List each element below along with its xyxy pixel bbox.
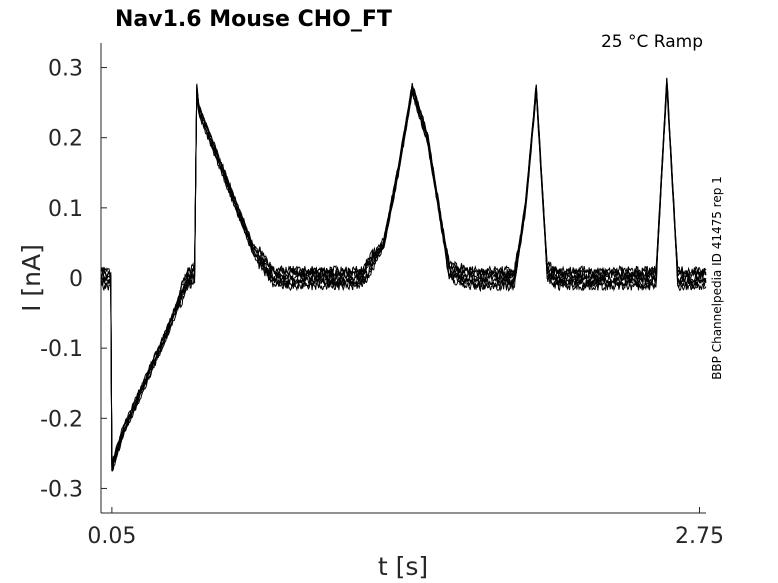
y-tick-label: 0.2: [48, 127, 83, 152]
y-axis-label: I [nA]: [17, 244, 46, 312]
x-tick-label: 0.05: [87, 524, 136, 549]
y-tick-label: 0.1: [48, 197, 83, 222]
current-trace: [100, 78, 707, 464]
chart-title: Nav1.6 Mouse CHO_FT: [115, 7, 392, 32]
y-tick-label: -0.2: [40, 407, 83, 432]
ticks: 0.3 0.2 0.1 0 -0.1 -0.2 -0.30.05 2.75: [40, 57, 724, 549]
y-tick-label: 0.3: [48, 57, 83, 82]
y-tick-label: 0: [69, 267, 83, 292]
x-axis-label: t [s]: [378, 552, 428, 581]
y-tick-label: -0.1: [40, 337, 83, 362]
chart-subtitle: 25 °C Ramp: [601, 32, 703, 52]
traces: [100, 77, 707, 472]
side-label: BBP Channelpedia ID 41475 rep 1: [710, 176, 724, 380]
x-tick-label: 2.75: [675, 524, 724, 549]
current-trace: [100, 86, 707, 471]
current-trace: [100, 77, 707, 463]
y-tick-label: -0.3: [40, 477, 83, 502]
current-trace: [100, 84, 707, 472]
